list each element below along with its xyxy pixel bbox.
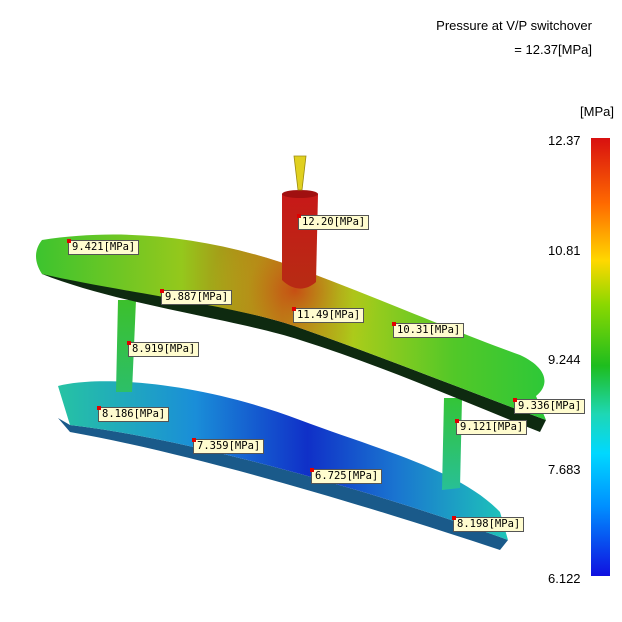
lower-rail-side <box>58 418 508 550</box>
probe-label: 6.725[MPa] <box>310 468 383 484</box>
result-value: = 12.37[MPa] <box>514 42 592 57</box>
probe-value: 10.31[MPa] <box>397 324 461 336</box>
probe-label: 7.359[MPa] <box>192 438 265 454</box>
probe-value: 8.186[MPa] <box>102 408 166 420</box>
scale-tick-max: 12.37 <box>548 133 581 148</box>
probe-value: 6.725[MPa] <box>315 470 379 482</box>
probe-label: 9.336[MPa] <box>513 398 586 414</box>
upper-rail-hotspot <box>36 234 546 420</box>
probe-label: 8.198[MPa] <box>452 516 525 532</box>
probe-label: 12.20[MPa] <box>297 214 370 230</box>
result-title: Pressure at V/P switchover <box>436 18 592 33</box>
probe-value: 8.198[MPa] <box>457 518 521 530</box>
color-scale-bar <box>591 138 610 576</box>
probe-label: 9.421[MPa] <box>67 239 140 255</box>
probe-value: 9.336[MPa] <box>518 400 582 412</box>
probe-value: 11.49[MPa] <box>297 309 361 321</box>
scale-tick-4: 7.683 <box>548 462 581 477</box>
probe-label: 8.186[MPa] <box>97 406 170 422</box>
probe-value: 7.359[MPa] <box>197 440 261 452</box>
sprue <box>282 194 318 289</box>
scale-tick-2: 10.81 <box>548 243 581 258</box>
scale-tick-min: 6.122 <box>548 571 581 586</box>
left-post <box>116 300 136 392</box>
sprue-top <box>282 190 318 198</box>
probe-label: 8.919[MPa] <box>127 341 200 357</box>
probe-value: 9.121[MPa] <box>460 421 524 433</box>
probe-label: 11.49[MPa] <box>292 307 365 323</box>
probe-label: 9.121[MPa] <box>455 419 528 435</box>
probe-value: 9.887[MPa] <box>165 291 229 303</box>
probe-label: 9.887[MPa] <box>160 289 233 305</box>
probe-value: 12.20[MPa] <box>302 216 366 228</box>
scale-unit: [MPa] <box>580 104 614 119</box>
probe-label: 10.31[MPa] <box>392 322 465 338</box>
lower-rail <box>58 381 508 540</box>
scale-tick-mid: 9.244 <box>548 352 581 367</box>
right-post <box>442 398 462 490</box>
injection-cone-icon <box>293 155 307 191</box>
probe-value: 9.421[MPa] <box>72 241 136 253</box>
probe-value: 8.919[MPa] <box>132 343 196 355</box>
